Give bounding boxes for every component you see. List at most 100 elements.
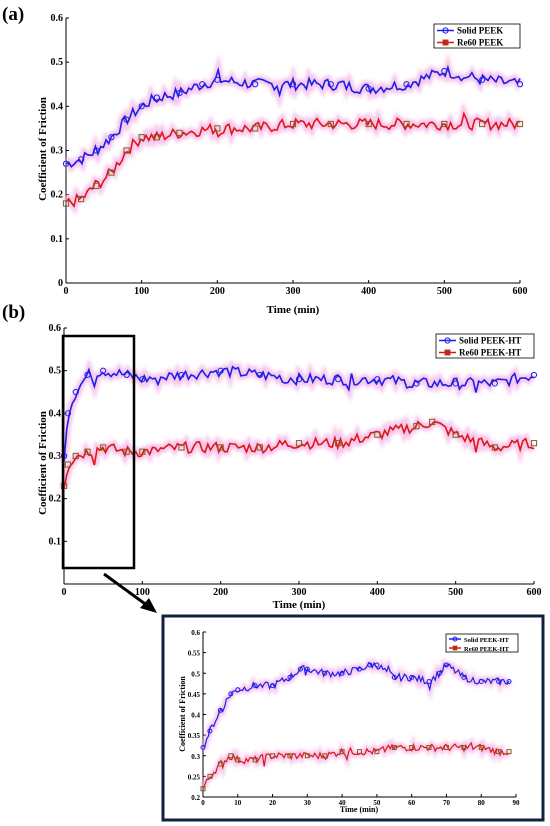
data-point xyxy=(461,674,467,680)
data-point xyxy=(491,444,498,451)
data-point xyxy=(78,156,85,163)
x-tick-label: 0 xyxy=(64,286,69,297)
data-point xyxy=(289,81,297,88)
y-tick-label: 0.4 xyxy=(49,408,62,419)
data-point xyxy=(357,749,362,755)
data-point xyxy=(479,76,486,83)
chart-b-xlabel: Time (min) xyxy=(273,599,326,611)
data-point xyxy=(62,200,70,207)
y-tick-label: 0.5 xyxy=(49,366,62,377)
y-tick-label: 0.1 xyxy=(51,234,64,245)
x-tick-label: 60 xyxy=(408,799,416,807)
data-point xyxy=(516,120,524,128)
data-point xyxy=(441,67,448,75)
x-tick-label: 70 xyxy=(443,799,451,807)
x-tick-label: 90 xyxy=(513,799,521,807)
panel-label-b: (b) xyxy=(2,302,25,323)
data-point xyxy=(327,81,334,88)
data-point xyxy=(176,129,183,136)
y-tick-label: 0.2 xyxy=(191,794,200,802)
y-tick-label: 0.25 xyxy=(188,773,201,781)
legend-label: Solid PEEK-HT xyxy=(459,336,521,346)
data-point xyxy=(443,745,449,750)
data-point xyxy=(403,120,410,128)
data-point xyxy=(153,134,160,141)
y-tick-label: 0.1 xyxy=(49,536,62,547)
data-point xyxy=(252,81,259,88)
data-point xyxy=(365,120,372,128)
data-point xyxy=(367,662,373,668)
series-line xyxy=(63,365,535,462)
data-point xyxy=(365,85,372,92)
data-point xyxy=(72,388,79,396)
y-tick-label: 0.6 xyxy=(49,323,62,334)
x-tick-label: 100 xyxy=(134,286,149,297)
legend: Solid PEEK Re60 PEEK xyxy=(433,23,521,49)
data-point xyxy=(479,120,486,128)
legend-marker xyxy=(442,39,449,46)
data-point xyxy=(200,745,206,750)
x-tick-label: 600 xyxy=(527,587,542,598)
data-point xyxy=(199,81,206,88)
data-point xyxy=(287,753,293,759)
data-point xyxy=(153,94,160,101)
data-point xyxy=(207,773,213,779)
legend-label: Re60 PEEK-HT xyxy=(464,646,510,653)
data-point xyxy=(374,749,380,755)
data-point xyxy=(297,666,303,672)
data-point xyxy=(256,371,263,379)
data-point xyxy=(295,440,303,447)
data-point xyxy=(270,683,276,689)
data-point xyxy=(491,380,498,387)
data-point xyxy=(391,674,397,680)
data-point xyxy=(93,147,100,154)
data-point xyxy=(64,410,72,417)
data-point xyxy=(335,440,342,447)
x-tick-label: 400 xyxy=(361,286,376,297)
data-point xyxy=(217,444,224,451)
legend: Solid PEEK-HT Re60 PEEK-HT xyxy=(435,333,535,359)
data-point xyxy=(322,753,328,759)
data-point xyxy=(123,371,130,379)
data-point xyxy=(138,103,145,110)
data-point xyxy=(413,380,420,387)
data-point xyxy=(391,745,397,750)
data-point xyxy=(217,761,223,767)
legend-marker xyxy=(452,636,458,642)
series-re60-peek-ht xyxy=(60,414,538,490)
data-point xyxy=(252,683,258,689)
data-point xyxy=(123,116,130,123)
legend-marker xyxy=(452,645,458,651)
data-point xyxy=(100,444,107,451)
data-point xyxy=(252,125,259,132)
x-tick-label: 300 xyxy=(286,286,301,297)
series-line xyxy=(202,741,510,789)
y-tick-label: 0.3 xyxy=(191,753,200,761)
data-point xyxy=(403,81,410,88)
data-point xyxy=(339,670,345,676)
x-tick-label: 30 xyxy=(304,799,312,807)
data-point xyxy=(178,444,185,451)
y-tick-label: 0.4 xyxy=(191,712,200,720)
data-point xyxy=(530,371,538,379)
x-tick-label: 500 xyxy=(437,286,452,297)
data-point xyxy=(443,662,449,668)
x-tick-label: 80 xyxy=(478,799,486,807)
x-tick-label: 40 xyxy=(339,799,347,807)
data-point xyxy=(214,125,221,132)
data-point xyxy=(304,666,310,672)
y-tick-label: 0.2 xyxy=(51,190,64,201)
data-point xyxy=(100,367,107,374)
y-tick-label: 0.2 xyxy=(49,494,62,505)
x-tick-label: 10 xyxy=(234,799,242,807)
x-tick-label: 0 xyxy=(201,799,205,807)
data-point xyxy=(429,418,436,425)
legend-label: Solid PEEK xyxy=(457,26,503,36)
y-tick-label: 0.3 xyxy=(49,451,62,462)
zoom-arrow xyxy=(103,572,157,613)
chart-a: Coefficient of Friction Time (min) 0 100 2… xyxy=(37,13,528,316)
x-tick-label: 0 xyxy=(62,587,67,598)
legend-label: Solid PEEK-HT xyxy=(464,637,510,644)
y-tick-label: 0.45 xyxy=(188,691,201,699)
